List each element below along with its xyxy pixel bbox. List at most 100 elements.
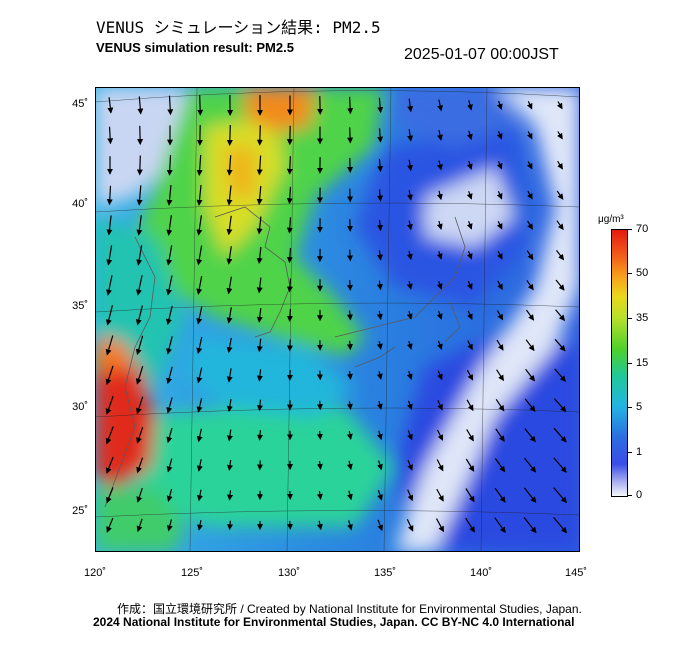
wind-arrow <box>346 310 353 321</box>
wind-arrow <box>346 430 353 440</box>
wind-arrow <box>526 101 533 110</box>
wind-arrow <box>135 366 144 385</box>
wind-arrow <box>407 129 414 142</box>
wind-arrow <box>526 280 534 291</box>
copyright-line: 2024 National Institute for Environmenta… <box>93 615 575 629</box>
lon-label-120: 120˚ <box>83 567 107 579</box>
wind-arrow <box>525 339 535 352</box>
lon-label-130: 130˚ <box>277 567 301 579</box>
wind-arrow <box>286 186 293 205</box>
wind-arrow <box>554 338 566 352</box>
wind-arrow <box>496 220 503 230</box>
lat-label-45: 45˚ <box>72 98 88 110</box>
wind-arrow <box>466 220 473 230</box>
lon-label-125: 125˚ <box>180 567 204 579</box>
wind-arrow <box>196 428 203 443</box>
wind-arrow <box>166 305 173 326</box>
wind-arrow <box>136 427 144 444</box>
wind-arrow <box>466 250 473 260</box>
wind-arrow <box>256 125 263 146</box>
wind-arrow <box>406 310 413 320</box>
wind-arrow <box>526 250 534 261</box>
wind-arrow <box>196 489 203 502</box>
wind-arrow <box>524 457 537 473</box>
wind-arrow <box>166 458 173 473</box>
wind-arrow <box>256 338 263 353</box>
wind-arrow <box>557 160 563 170</box>
wind-arrow <box>376 250 383 261</box>
wind-arrow <box>347 280 353 291</box>
wind-arrow <box>137 96 144 115</box>
wind-arrow <box>436 190 443 201</box>
wind-arrow <box>553 427 567 443</box>
wind-arrow <box>376 400 383 410</box>
wind-arrow <box>497 250 503 260</box>
wind-arrow <box>226 276 233 295</box>
graticule <box>95 87 580 552</box>
wind-arrow <box>106 245 113 266</box>
wind-arrow <box>166 366 173 385</box>
wind-arrow <box>316 460 323 470</box>
wind-arrow <box>553 517 568 534</box>
wind-arrow <box>106 487 114 504</box>
wind-arrow <box>226 429 233 442</box>
wind-arrow <box>556 250 565 261</box>
wind-arrow <box>226 337 233 354</box>
wind-arrow <box>166 397 173 414</box>
wind-arrow <box>436 281 443 290</box>
wind-arrow <box>105 426 114 445</box>
wind-arrow <box>136 457 144 474</box>
wind-arrow <box>196 306 203 325</box>
wind-arrow <box>494 517 506 534</box>
wind-arrow <box>196 336 203 354</box>
wind-arrow <box>436 160 443 171</box>
wind-arrow <box>377 460 383 471</box>
wind-arrow <box>196 275 203 295</box>
wind-arrow <box>286 278 293 293</box>
wind-arrow <box>376 340 383 350</box>
wind-arrow <box>465 488 475 503</box>
wind-arrow <box>556 101 563 110</box>
wind-arrow <box>524 428 536 443</box>
wind-arrow <box>406 370 413 380</box>
wind-arrow <box>105 395 114 415</box>
wind-arrow <box>286 217 293 234</box>
colorbar-label-50: 50 <box>636 267 649 279</box>
wind-arrow <box>286 339 293 352</box>
wind-arrow <box>347 520 353 531</box>
lat-label-40: 40˚ <box>72 198 88 210</box>
wind-arrow <box>196 215 203 236</box>
colorbar-label-70: 70 <box>636 223 649 235</box>
wind-arrow <box>554 368 566 382</box>
wind-arrow <box>166 488 173 502</box>
wind-arrow <box>166 427 173 444</box>
wind-arrow <box>135 396 144 415</box>
wind-arrow <box>494 487 506 503</box>
wind-arrow <box>316 400 323 411</box>
wind-arrow <box>526 161 533 170</box>
wind-arrow <box>226 368 233 383</box>
wind-arrow <box>523 517 537 534</box>
wind-arrow <box>347 249 354 262</box>
wind-arrow <box>496 191 503 200</box>
wind-arrow <box>525 368 536 382</box>
wind-arrow <box>436 459 444 472</box>
wind-arrow <box>256 155 263 176</box>
colorbar-label-35: 35 <box>636 312 649 324</box>
wind-arrow <box>256 308 263 323</box>
wind-arrow <box>107 126 114 145</box>
wind-arrow <box>376 310 383 321</box>
wind-arrow <box>286 308 293 322</box>
wind-arrow <box>407 489 414 502</box>
wind-arrow <box>556 220 564 231</box>
lon-label-145: 145˚ <box>564 567 588 579</box>
wind-arrow <box>494 458 506 473</box>
wind-arrow <box>256 185 263 205</box>
wind-arrow <box>407 159 414 172</box>
wind-arrow <box>496 310 504 321</box>
wind-arrow <box>495 398 505 412</box>
wind-arrow <box>435 518 445 533</box>
wind-arrow <box>105 305 113 326</box>
wind-arrow <box>466 191 473 200</box>
wind-arrow <box>377 158 384 173</box>
